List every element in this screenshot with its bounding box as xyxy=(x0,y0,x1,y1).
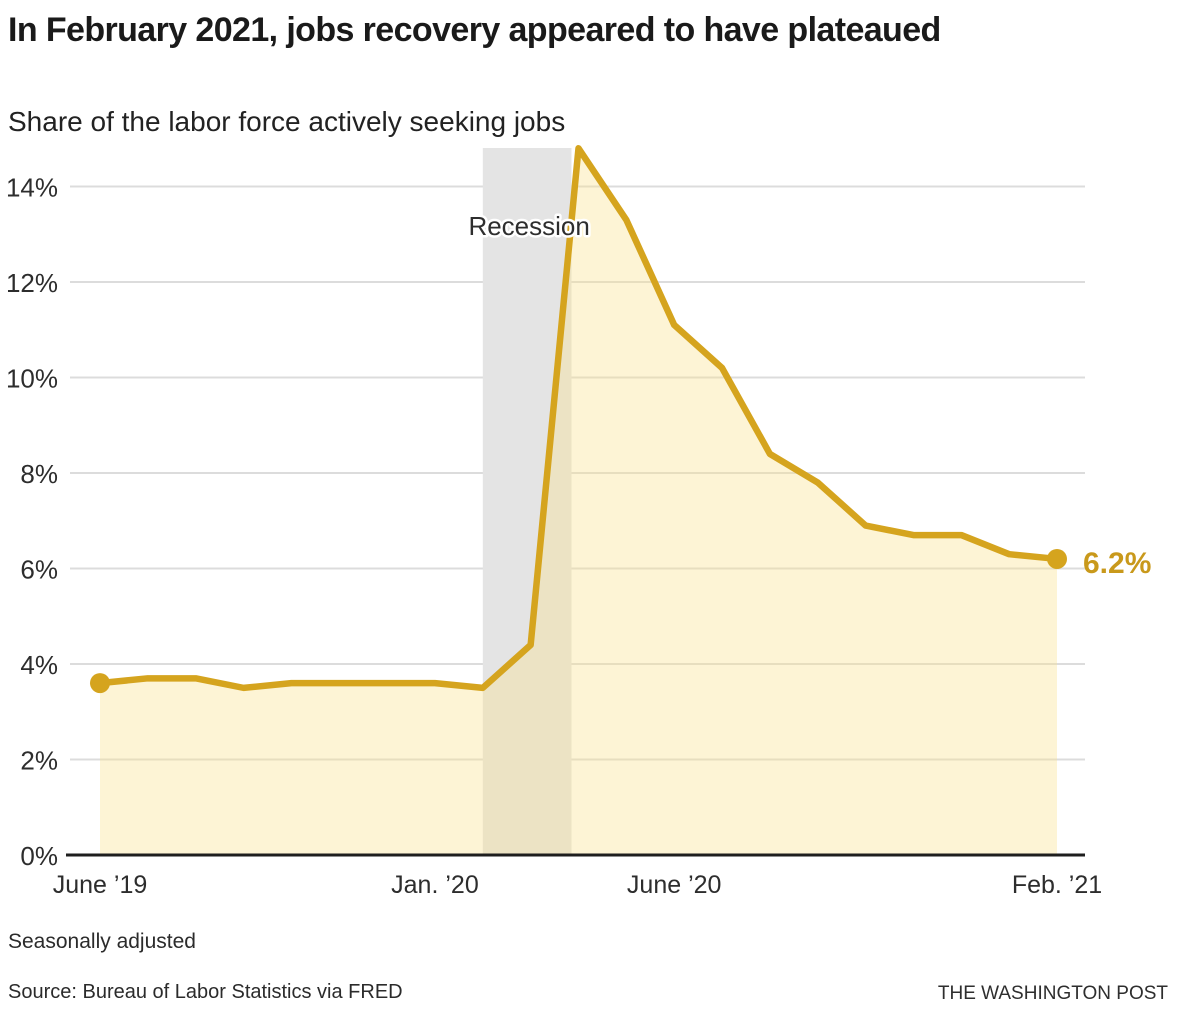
recession-band xyxy=(482,148,572,855)
x-tick-label: June ’19 xyxy=(53,871,148,899)
y-tick-label: 0% xyxy=(20,841,58,871)
x-tick-label: Jan. ’20 xyxy=(391,871,479,899)
y-tick-label: 2% xyxy=(20,746,58,776)
trend-line xyxy=(96,145,1061,692)
start-dot xyxy=(90,673,110,694)
chart-title: In February 2021, jobs recovery appeared… xyxy=(8,11,941,49)
chart-subtitle: Share of the labor force actively seekin… xyxy=(8,106,566,137)
x-tick-label: Feb. ’21 xyxy=(1012,871,1102,899)
x-tick-label: June ’20 xyxy=(627,871,722,899)
area-fill xyxy=(100,148,1057,856)
y-tick-label: 10% xyxy=(6,364,58,394)
y-tick-label: 12% xyxy=(6,268,58,298)
end-value-label: 6.2% xyxy=(1083,547,1151,580)
unemployment-line-chart: 0% 2% 4% 6% 8% 10% 12% 14% Recession 6.2% June ’19… xyxy=(6,145,1151,899)
end-dot xyxy=(1047,548,1067,569)
publisher-wordmark: THE WASHINGTON POST xyxy=(937,983,1168,1004)
y-tick-label: 6% xyxy=(20,555,58,585)
y-tick-label: 14% xyxy=(6,173,58,203)
y-tick-label: 4% xyxy=(20,650,58,680)
source-credit: Source: Bureau of Labor Statistics via F… xyxy=(8,981,403,1003)
y-tick-label: 8% xyxy=(20,459,58,489)
chart-note: Seasonally adjusted xyxy=(8,930,196,953)
recession-label: Recession xyxy=(468,211,589,241)
